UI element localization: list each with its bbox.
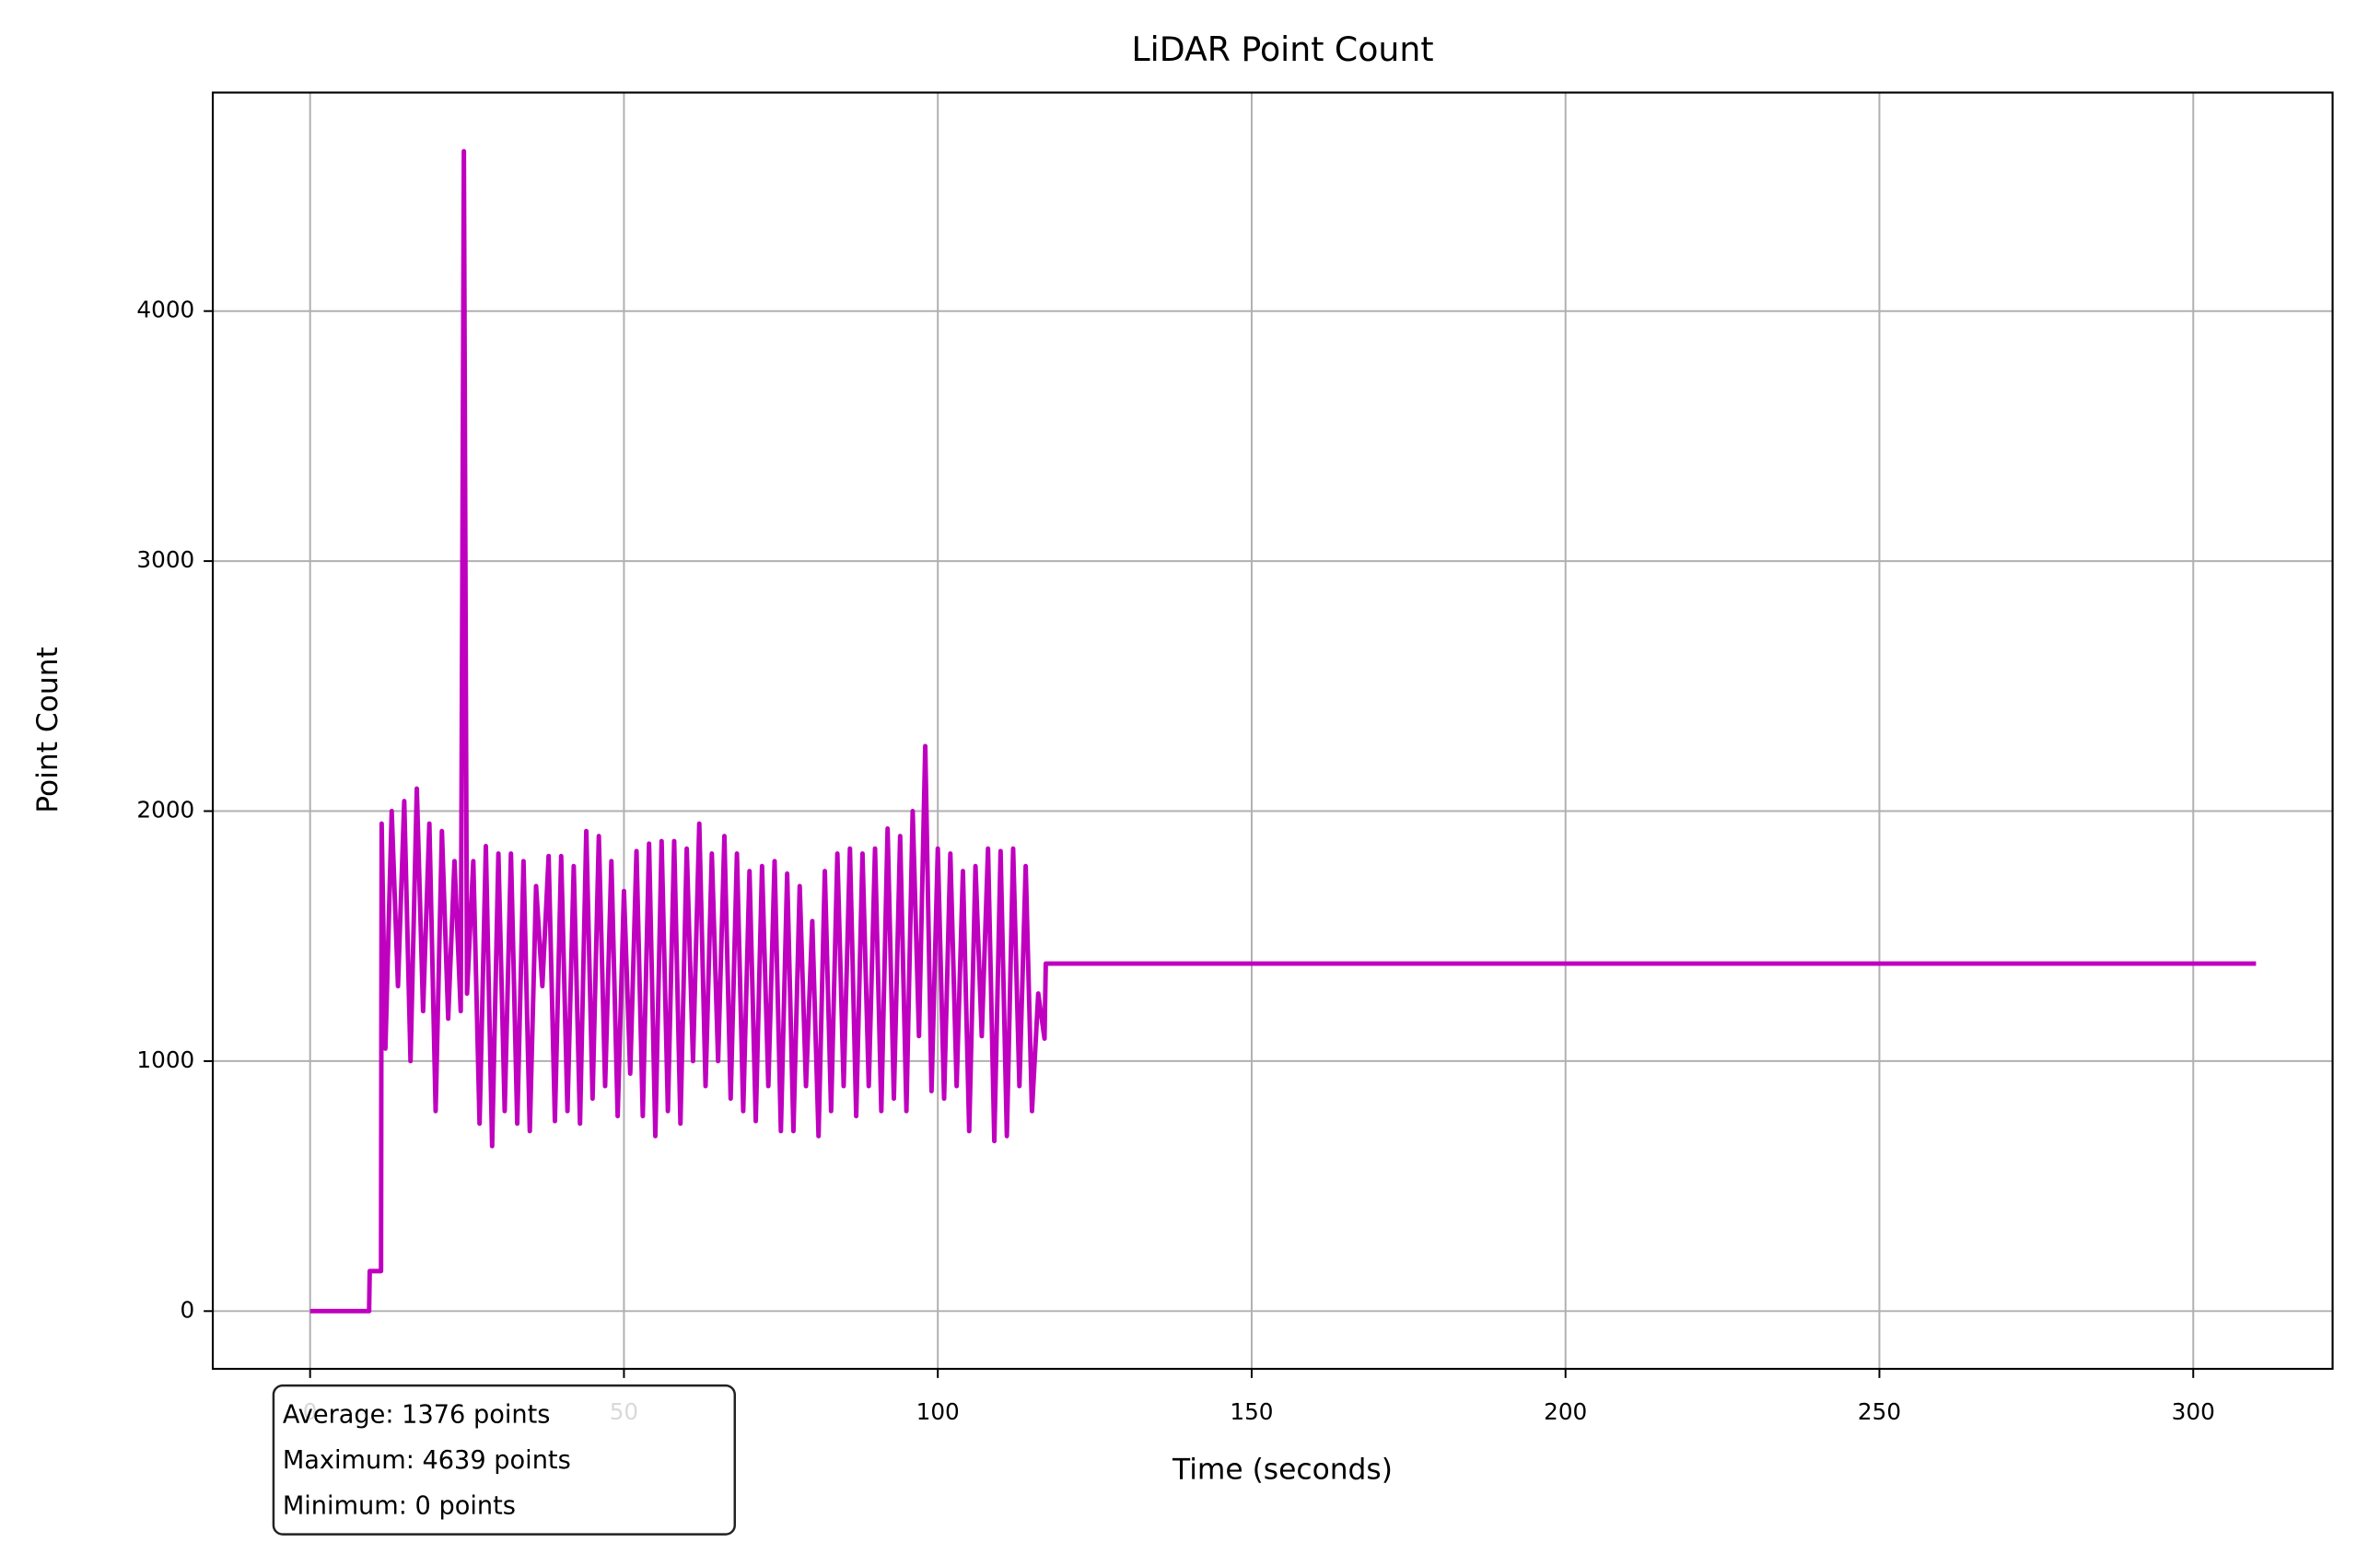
y-tick-label: 2000: [136, 797, 194, 824]
y-axis-label: Point Count: [31, 647, 64, 813]
plot-frame: [211, 91, 2334, 1371]
stats-box-frame: [272, 1384, 736, 1536]
x-tick-label: 300: [2172, 1398, 2215, 1425]
y-tick-label: 3000: [136, 546, 194, 573]
x-tick-label: 250: [1858, 1398, 1901, 1425]
stats-line: Minimum: 0 points: [283, 1491, 516, 1520]
stats-box: Average: 1376 points Maximum: 4639 points…: [272, 1384, 736, 1536]
stats-line: Maximum: 4639 points: [283, 1446, 571, 1475]
y-tick-label: 0: [181, 1296, 195, 1323]
x-tick-label: 100: [916, 1398, 960, 1425]
x-tick-label: 150: [1230, 1398, 1273, 1425]
x-axis-label: Time (seconds): [1172, 1453, 1393, 1486]
chart-title: LiDAR Point Count: [1131, 29, 1433, 69]
y-tick-label: 1000: [136, 1046, 194, 1073]
stats-line: Average: 1376 points: [283, 1401, 551, 1430]
data-line: [309, 148, 2257, 1314]
x-tick-label: 200: [1544, 1398, 1587, 1425]
y-tick-label: 4000: [136, 297, 194, 323]
